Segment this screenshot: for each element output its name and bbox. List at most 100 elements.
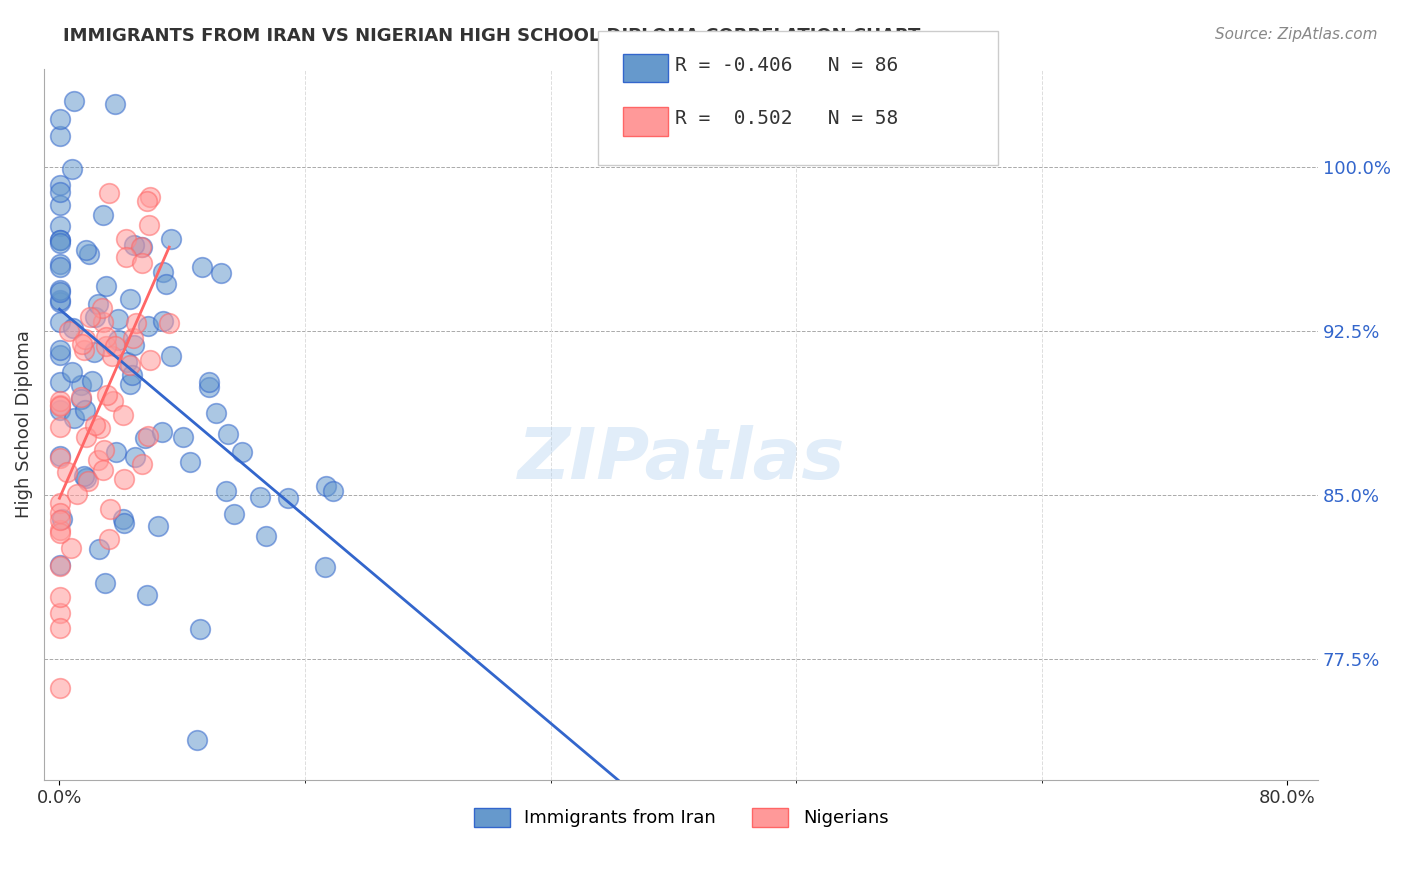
Point xyxy=(277,491,299,505)
Point xyxy=(49,293,72,307)
Point xyxy=(157,316,180,330)
Point xyxy=(93,575,115,590)
Point xyxy=(125,316,148,330)
Point xyxy=(49,128,72,143)
Point xyxy=(118,292,141,306)
Point xyxy=(121,368,143,382)
Point xyxy=(101,393,124,408)
Point xyxy=(49,294,72,309)
Point xyxy=(209,266,232,280)
Point xyxy=(56,465,79,479)
Point xyxy=(122,331,145,345)
Point xyxy=(100,349,122,363)
Point xyxy=(131,240,153,254)
Point xyxy=(49,233,72,247)
Text: R = -0.406   N = 86: R = -0.406 N = 86 xyxy=(675,55,898,75)
Point xyxy=(186,732,208,747)
Point xyxy=(112,516,135,531)
Point xyxy=(205,406,228,420)
Point xyxy=(49,681,72,695)
Point xyxy=(66,487,89,501)
Point xyxy=(100,502,122,516)
Point xyxy=(51,511,73,525)
Point xyxy=(115,250,138,264)
Point xyxy=(49,314,72,328)
Point xyxy=(231,445,253,459)
Point xyxy=(49,513,72,527)
Point xyxy=(49,394,72,409)
Point xyxy=(49,525,72,540)
Point xyxy=(91,315,114,329)
Point xyxy=(152,265,174,279)
Point xyxy=(75,243,97,257)
Y-axis label: High School Diploma: High School Diploma xyxy=(15,330,32,518)
Point xyxy=(136,194,159,208)
Point xyxy=(83,344,105,359)
Point xyxy=(139,353,162,368)
Point xyxy=(112,472,135,486)
Point xyxy=(191,260,214,274)
Point xyxy=(91,208,114,222)
Point xyxy=(49,496,72,510)
Point xyxy=(107,311,129,326)
Point xyxy=(49,450,72,465)
Point xyxy=(49,186,72,200)
Point xyxy=(84,417,107,432)
Point xyxy=(49,112,72,127)
Point xyxy=(49,398,72,412)
Point xyxy=(75,332,97,346)
Point xyxy=(131,239,153,253)
Point xyxy=(135,589,157,603)
Point xyxy=(172,430,194,444)
Point xyxy=(146,519,169,533)
Point xyxy=(49,558,72,573)
Legend: Immigrants from Iran, Nigerians: Immigrants from Iran, Nigerians xyxy=(467,801,896,835)
Point xyxy=(63,95,86,109)
Point xyxy=(49,606,72,620)
Point xyxy=(87,297,110,311)
Point xyxy=(104,445,127,459)
Point xyxy=(62,321,84,335)
Point xyxy=(49,590,72,604)
Point xyxy=(94,339,117,353)
Point xyxy=(107,334,129,348)
Text: ZIPatlas: ZIPatlas xyxy=(517,425,845,494)
Point xyxy=(112,511,135,525)
Point xyxy=(91,301,114,315)
Point xyxy=(49,450,72,464)
Point xyxy=(152,314,174,328)
Point xyxy=(49,198,72,212)
Point xyxy=(69,378,91,392)
Point xyxy=(215,483,238,498)
Point xyxy=(188,622,211,636)
Point xyxy=(138,218,160,232)
Point xyxy=(58,324,80,338)
Point xyxy=(139,189,162,203)
Point xyxy=(77,474,100,488)
Point xyxy=(73,402,96,417)
Point xyxy=(98,533,121,547)
Point xyxy=(122,337,145,351)
Point xyxy=(75,430,97,444)
Point xyxy=(49,260,72,274)
Point xyxy=(70,392,93,406)
Point xyxy=(69,390,91,404)
Point xyxy=(136,429,159,443)
Point xyxy=(49,348,72,362)
Point xyxy=(86,453,108,467)
Point xyxy=(49,343,72,357)
Point xyxy=(98,186,121,201)
Point xyxy=(124,450,146,465)
Text: Source: ZipAtlas.com: Source: ZipAtlas.com xyxy=(1215,27,1378,42)
Point xyxy=(159,232,181,246)
Point xyxy=(49,558,72,573)
Point xyxy=(49,621,72,635)
Point xyxy=(112,408,135,422)
Point xyxy=(60,541,83,555)
Point xyxy=(89,421,111,435)
Point xyxy=(49,285,72,300)
Point xyxy=(49,219,72,233)
Point xyxy=(254,529,277,543)
Point xyxy=(49,375,72,389)
Point xyxy=(49,178,72,193)
